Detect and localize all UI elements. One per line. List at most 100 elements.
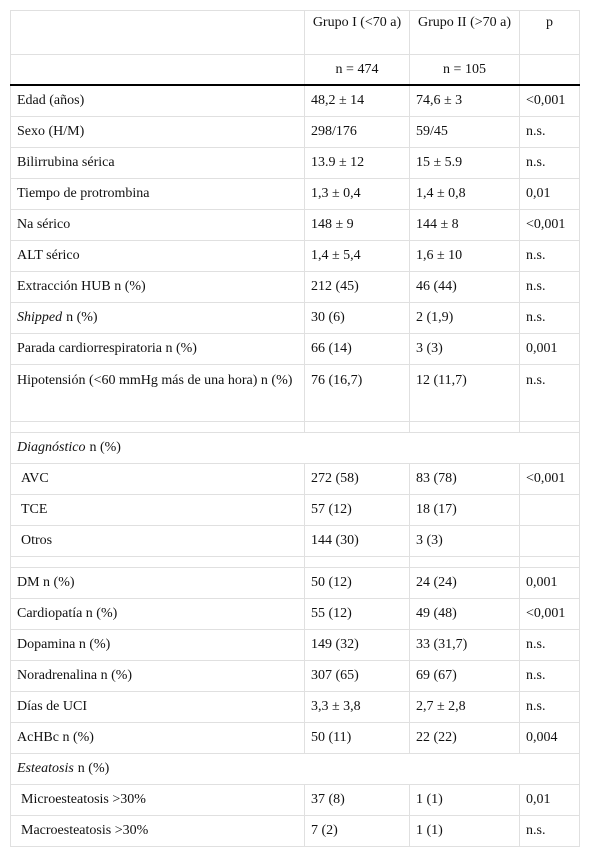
italic-label: Shipped <box>17 310 63 325</box>
table-cell: 144 (30) <box>304 525 410 557</box>
table-row: Na sérico 148 ± 9 144 ± 8 <0,001 <box>10 209 580 241</box>
table-cell: 1,6 ± 10 <box>409 240 520 272</box>
table-cell: 1 (1) <box>409 784 520 816</box>
table-cell: 37 (8) <box>304 784 410 816</box>
table-row: Noradrenalina n (%) 307 (65) 69 (67) n.s. <box>10 660 580 692</box>
table-cell <box>304 556 410 568</box>
table-cell: Na sérico <box>10 209 305 241</box>
table-cell: 3 (3) <box>409 333 520 365</box>
table-cell: 48,2 ± 14 <box>304 84 410 117</box>
table-cell: Otros <box>10 525 305 557</box>
italic-label: Esteatosis <box>17 761 74 776</box>
table-row <box>10 556 580 568</box>
table-row: AVC 272 (58) 83 (78) <0,001 <box>10 463 580 495</box>
table-cell <box>409 421 520 433</box>
table-row: Otros 144 (30) 3 (3) <box>10 525 580 557</box>
table-cell: 24 (24) <box>409 567 520 599</box>
table-cell: 50 (11) <box>304 722 410 754</box>
table-row: Cardiopatía n (%) 55 (12) 49 (48) <0,001 <box>10 598 580 630</box>
table-cell: Tiempo de protrombina <box>10 178 305 210</box>
table-cell: 12 (11,7) <box>409 364 520 422</box>
table-cell: <0,001 <box>519 598 580 630</box>
table-cell: 3 (3) <box>409 525 520 557</box>
table-cell: 13.9 ± 12 <box>304 147 410 179</box>
table-cell: 74,6 ± 3 <box>409 84 520 117</box>
table-cell: n.s. <box>519 364 580 422</box>
table-cell <box>519 494 580 526</box>
table-cell: 46 (44) <box>409 271 520 303</box>
table-cell: 1,4 ± 0,8 <box>409 178 520 210</box>
table-cell: <0,001 <box>519 84 580 117</box>
table-cell: 1 (1) <box>409 815 520 847</box>
table-cell: 76 (16,7) <box>304 364 410 422</box>
table-row: Microesteatosis >30% 37 (8) 1 (1) 0,01 <box>10 784 580 816</box>
table-cell: 15 ± 5.9 <box>409 147 520 179</box>
table-cell: n.s. <box>519 629 580 661</box>
table-cell: n.s. <box>519 815 580 847</box>
table-cell: 7 (2) <box>304 815 410 847</box>
table-cell: n.s. <box>519 691 580 723</box>
table-cell: 22 (22) <box>409 722 520 754</box>
table-cell: 59/45 <box>409 116 520 148</box>
table-cell: 272 (58) <box>304 463 410 495</box>
table-row: Edad (años) 48,2 ± 14 74,6 ± 3 <0,001 <box>10 84 580 117</box>
table-cell: 0,01 <box>519 178 580 210</box>
table-cell: 55 (12) <box>304 598 410 630</box>
table-cell: 212 (45) <box>304 271 410 303</box>
table-cell: 144 ± 8 <box>409 209 520 241</box>
label-text: n (%) <box>66 310 98 325</box>
table-cell: n.s. <box>519 271 580 303</box>
label-text: n (%) <box>77 761 110 776</box>
italic-label: Diagnóstico <box>17 440 86 455</box>
table-cell: 2,7 ± 2,8 <box>409 691 520 723</box>
table-cell: TCE <box>10 494 305 526</box>
table-cell: 66 (14) <box>304 333 410 365</box>
table-cell: 149 (32) <box>304 629 410 661</box>
table-cell: n.s. <box>519 302 580 334</box>
header-cell: p <box>519 10 580 55</box>
header-cell <box>10 10 305 55</box>
header-row: n = 474 n = 105 <box>10 54 580 86</box>
table-row: Extracción HUB n (%) 212 (45) 46 (44) n.s. <box>10 271 580 303</box>
table-cell: 50 (12) <box>304 567 410 599</box>
table-cell: 0,001 <box>519 567 580 599</box>
table-row: DM n (%) 50 (12) 24 (24) 0,001 <box>10 567 580 599</box>
table-row: Parada cardiorrespiratoria n (%) 66 (14) 3… <box>10 333 580 365</box>
table-row: Macroesteatosis >30% 7 (2) 1 (1) n.s. <box>10 815 580 847</box>
table-row: Esteatosis n (%) <box>10 753 580 785</box>
section-cell: Esteatosis n (%) <box>10 753 580 785</box>
header-cell <box>10 54 305 86</box>
table-cell: Sexo (H/M) <box>10 116 305 148</box>
table-row: Shipped n (%) 30 (6) 2 (1,9) n.s. <box>10 302 580 334</box>
table-cell: Dopamina n (%) <box>10 629 305 661</box>
table-cell: Macroesteatosis >30% <box>10 815 305 847</box>
table-cell <box>409 556 520 568</box>
table-cell <box>10 421 305 433</box>
table-cell: Noradrenalina n (%) <box>10 660 305 692</box>
table-cell: n.s. <box>519 147 580 179</box>
table-cell: <0,001 <box>519 209 580 241</box>
table-cell: n.s. <box>519 116 580 148</box>
header-cell: Grupo I (<70 a) <box>304 10 410 55</box>
table-cell: <0,001 <box>519 463 580 495</box>
table-cell: 0,004 <box>519 722 580 754</box>
label-text: n (%) <box>89 440 121 455</box>
table-cell: 3,3 ± 3,8 <box>304 691 410 723</box>
table-cell: 57 (12) <box>304 494 410 526</box>
table-cell: 83 (78) <box>409 463 520 495</box>
table-cell: Cardiopatía n (%) <box>10 598 305 630</box>
table-cell: 49 (48) <box>409 598 520 630</box>
table-row: Diagnóstico n (%) <box>10 432 580 464</box>
table-cell: Parada cardiorrespiratoria n (%) <box>10 333 305 365</box>
table-row: Sexo (H/M) 298/176 59/45 n.s. <box>10 116 580 148</box>
table-row <box>10 421 580 433</box>
table-cell: n.s. <box>519 660 580 692</box>
data-table: Grupo I (<70 a) Grupo II (>70 a) p n = 474 n… <box>10 10 580 847</box>
table-cell: 148 ± 9 <box>304 209 410 241</box>
table-cell: Hipotensión (<60 mmHg más de una hora) n… <box>10 364 305 422</box>
table-cell: 30 (6) <box>304 302 410 334</box>
table-cell: DM n (%) <box>10 567 305 599</box>
header-cell: n = 105 <box>409 54 520 86</box>
table-cell: 1,4 ± 5,4 <box>304 240 410 272</box>
table-cell <box>519 421 580 433</box>
